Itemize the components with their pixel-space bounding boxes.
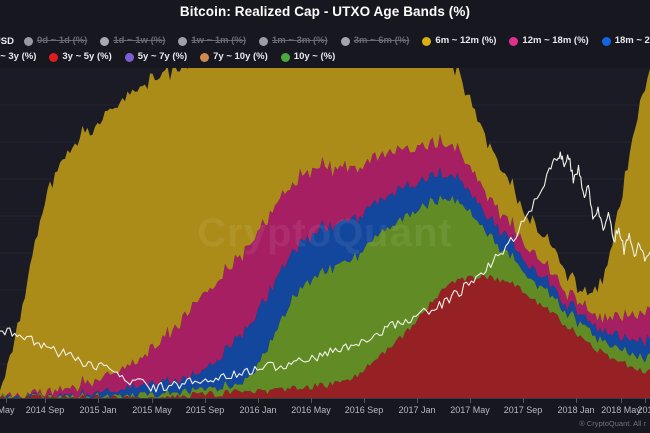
axis-tick-label: 2017 May [450,405,490,415]
legend-item-1m-3m[interactable]: 1m ~ 3m (%) [259,36,328,46]
axis-tick-label: 2015 Jan [79,405,117,415]
axis-tick [523,398,524,403]
legend-label: 18m ~ 2y (%) [614,35,650,47]
area-band [0,134,650,398]
area-band [0,68,650,398]
legend-swatch-icon [280,52,290,62]
axis-tick-label: 2015 May [132,405,172,415]
x-axis: May 2014 Sep 2015 Jan 2015 May 2015 Sep 2016 … [0,398,650,433]
legend-row-1: Price USD 0d ~ 1d (%) 1d ~ 1w (%) 1w ~ 1… [0,33,650,49]
copyright-text: ® CryptoQuant. All r [579,419,646,428]
legend-item-3m-6m[interactable]: 3m ~ 6m (%) [340,35,410,47]
axis-tick [258,398,259,403]
axis-tick [6,398,7,403]
legend-swatch-icon [178,36,188,46]
legend-label: 7y ~ 10y (%) [213,51,268,63]
axis-tick-label: 201 [637,405,650,415]
axis-tick-label: 2017 Sep [503,405,543,415]
legend-label: 3y ~ 5y (%) [62,51,112,63]
price-line [0,151,650,393]
axis-tick [152,398,153,403]
legend-label: 0d ~ 1d (%) [36,35,88,47]
legend-label: 10y ~ (%) [293,51,336,63]
legend-item-1w-1m[interactable]: 1w ~ 1m (%) [178,36,246,46]
axis-tick-label: 2017 Jan [398,405,436,415]
axis-tick-label: 2016 Jan [239,405,277,415]
legend-swatch-icon [422,36,432,46]
legend-swatch-icon [49,52,59,62]
legend-item-0d-1d[interactable]: 0d ~ 1d (%) [23,35,88,47]
axis-tick [417,398,418,403]
axis-tick [98,398,99,403]
axis-tick-label: May [0,405,15,415]
legend-swatch-icon [200,52,210,62]
legend-label: 3m ~ 6m (%) [353,35,410,47]
legend-item-1d-1w[interactable]: 1d ~ 1w (%) [100,36,165,46]
axis-tick [576,398,577,403]
legend-swatch-icon [100,36,110,46]
area-band [0,194,650,398]
legend-item-7y-10y[interactable]: 7y ~ 10y (%) [200,52,268,62]
legend-swatch-icon [124,52,134,62]
legend-swatch-icon [601,36,611,46]
legend-item-10y[interactable]: 10y ~ (%) [280,51,336,63]
axis-tick [205,398,206,403]
legend-label: 6m ~ 12m (%) [435,35,497,47]
legend-swatch-icon [23,36,33,46]
legend-label: 1d ~ 1w (%) [113,35,166,47]
legend-item-18m-2y[interactable]: 18m ~ 2y (%) [601,35,650,47]
chart-plot-area[interactable]: CryptoQuant [0,68,650,398]
axis-tick-label: 2018 Jan [557,405,595,415]
legend-label: 12m ~ 18m (%) [522,35,589,47]
axis-tick-label: 2018 May [601,405,641,415]
area-band [0,273,650,398]
chart-legend: Price USD 0d ~ 1d (%) 1d ~ 1w (%) 1w ~ 1… [0,33,650,65]
legend-item-3y-5y[interactable]: 3y ~ 5y (%) [49,51,112,63]
legend-label: 5y ~ 7y (%) [137,51,188,63]
axis-tick [621,398,622,403]
legend-label: 2y ~ 3y (%) [0,51,37,63]
axis-tick-label: 2016 Sep [344,405,384,415]
axis-tick-label: 2016 May [291,405,331,415]
axis-line [0,398,650,399]
legend-swatch-icon [340,36,350,46]
axis-tick [645,398,646,403]
axis-tick [364,398,365,403]
axis-tick-label: 2015 Sep [185,405,225,415]
legend-label: 1m ~ 3m (%) [272,35,328,47]
legend-item-12m-18m[interactable]: 12m ~ 18m (%) [509,35,589,47]
legend-price-axis-label: Price USD [0,35,14,47]
legend-swatch-icon [259,36,269,46]
axis-tick-label: 2014 Sep [25,405,65,415]
legend-row-2: 2y ~ 3y (%) 3y ~ 5y (%) 5y ~ 7y (%) 7y ~… [0,49,650,65]
legend-label: 1w ~ 1m (%) [191,35,247,47]
area-series-group [0,68,650,398]
legend-item-2y-3y[interactable]: 2y ~ 3y (%) [0,52,36,62]
axis-tick [470,398,471,403]
stacked-area-svg [0,68,650,398]
legend-item-5y-7y[interactable]: 5y ~ 7y (%) [124,51,188,63]
axis-tick [311,398,312,403]
area-band [0,166,650,398]
legend-item-6m-12m[interactable]: 6m ~ 12m (%) [422,36,496,46]
page-title: Bitcoin: Realized Cap - UTXO Age Bands (… [179,4,471,19]
axis-tick [45,398,46,403]
legend-swatch-icon [509,36,519,46]
